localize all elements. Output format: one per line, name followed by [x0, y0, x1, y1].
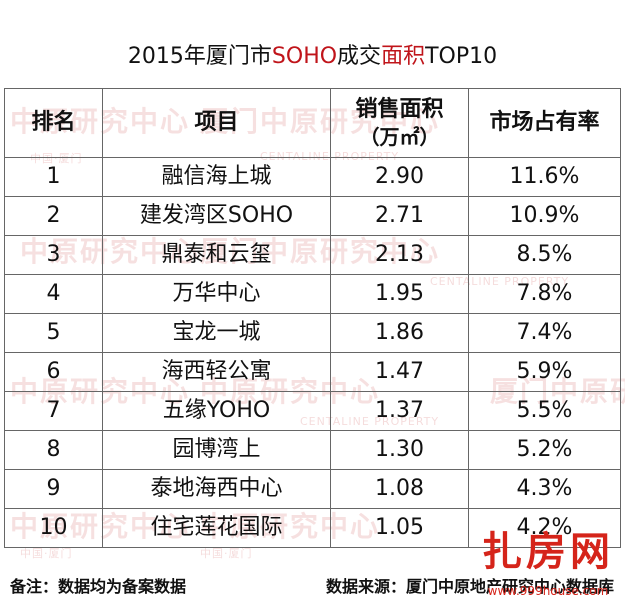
- cell-share: 8.5%: [468, 235, 621, 275]
- title-highlight-soho: SOHO: [271, 44, 338, 69]
- cell-rank: 4: [4, 274, 103, 314]
- title-highlight-area: 面积: [381, 44, 426, 69]
- title-suffix: TOP10: [425, 44, 498, 69]
- cell-area: 1.30: [330, 430, 469, 470]
- cell-area: 1.05: [330, 508, 469, 548]
- cell-area: 1.37: [330, 391, 469, 431]
- table-row: 8 园博湾上 1.30 5.2%: [4, 430, 621, 470]
- cell-project: 住宅莲花国际: [102, 508, 331, 548]
- cell-share: 4.2%: [468, 508, 621, 548]
- table-row: 10 住宅莲花国际 1.05 4.2%: [4, 508, 621, 548]
- cell-share: 5.9%: [468, 352, 621, 392]
- cell-project: 鼎泰和云玺: [102, 235, 331, 275]
- watermark-small: 中国·厦门: [20, 547, 73, 560]
- cell-rank: 9: [4, 469, 103, 509]
- cell-rank: 10: [4, 508, 103, 548]
- cell-project: 海西轻公寓: [102, 352, 331, 392]
- cell-rank: 7: [4, 391, 103, 431]
- table-row: 9 泰地海西中心 1.08 4.3%: [4, 469, 621, 509]
- title-prefix: 2015年厦门市: [127, 44, 272, 69]
- header-project: 项目: [102, 88, 331, 158]
- cell-area: 2.71: [330, 196, 469, 236]
- cell-share: 7.4%: [468, 313, 621, 353]
- table-row: 1 融信海上城 2.90 11.6%: [4, 157, 621, 197]
- footer-source: 数据来源：厦门中原地产研究中心数据库: [326, 577, 615, 596]
- cell-rank: 3: [4, 235, 103, 275]
- watermark-small: 中国·厦门: [200, 547, 253, 560]
- cell-rank: 2: [4, 196, 103, 236]
- table-title: 2015年厦门市SOHO成交面积TOP10: [0, 40, 625, 74]
- header-share: 市场占有率: [468, 88, 621, 158]
- cell-area: 1.86: [330, 313, 469, 353]
- cell-project: 五缘YOHO: [102, 391, 331, 431]
- table-row: 6 海西轻公寓 1.47 5.9%: [4, 352, 621, 392]
- header-area-unit: （万㎡）: [359, 125, 440, 149]
- header-area-label: 销售面积: [355, 97, 444, 122]
- site-logo: 扎房网: [482, 528, 614, 575]
- table-row: 5 宝龙一城 1.86 7.4%: [4, 313, 621, 353]
- table-header-row: 排名 项目 销售面积 （万㎡） 市场占有率: [4, 88, 621, 158]
- site-logo-url: www.999house.com: [487, 584, 609, 598]
- table-row: 7 五缘YOHO 1.37 5.5%: [4, 391, 621, 431]
- cell-area: 2.90: [330, 157, 469, 197]
- cell-share: 10.9%: [468, 196, 621, 236]
- cell-project: 宝龙一城: [102, 313, 331, 353]
- table-row: 4 万华中心 1.95 7.8%: [4, 274, 621, 314]
- cell-share: 7.8%: [468, 274, 621, 314]
- footer: 备注：数据均为备案数据 数据来源：厦门中原地产研究中心数据库: [10, 574, 615, 600]
- cell-project: 建发湾区SOHO: [102, 196, 331, 236]
- header-rank: 排名: [4, 88, 103, 158]
- cell-project: 融信海上城: [102, 157, 331, 197]
- cell-rank: 6: [4, 352, 103, 392]
- top10-table: 排名 项目 销售面积 （万㎡） 市场占有率 1 融信海上城 2.90 11.6%…: [4, 88, 621, 548]
- cell-area: 1.95: [330, 274, 469, 314]
- cell-rank: 8: [4, 430, 103, 470]
- cell-project: 万华中心: [102, 274, 331, 314]
- cell-rank: 1: [4, 157, 103, 197]
- cell-share: 11.6%: [468, 157, 621, 197]
- cell-share: 5.2%: [468, 430, 621, 470]
- cell-rank: 5: [4, 313, 103, 353]
- cell-area: 2.13: [330, 235, 469, 275]
- table-row: 2 建发湾区SOHO 2.71 10.9%: [4, 196, 621, 236]
- cell-project: 园博湾上: [102, 430, 331, 470]
- cell-project: 泰地海西中心: [102, 469, 331, 509]
- cell-area: 1.08: [330, 469, 469, 509]
- title-middle: 成交: [337, 44, 382, 69]
- cell-share: 4.3%: [468, 469, 621, 509]
- header-area: 销售面积 （万㎡）: [330, 88, 469, 158]
- table-row: 3 鼎泰和云玺 2.13 8.5%: [4, 235, 621, 275]
- cell-share: 5.5%: [468, 391, 621, 431]
- cell-area: 1.47: [330, 352, 469, 392]
- footer-note: 备注：数据均为备案数据: [10, 577, 187, 596]
